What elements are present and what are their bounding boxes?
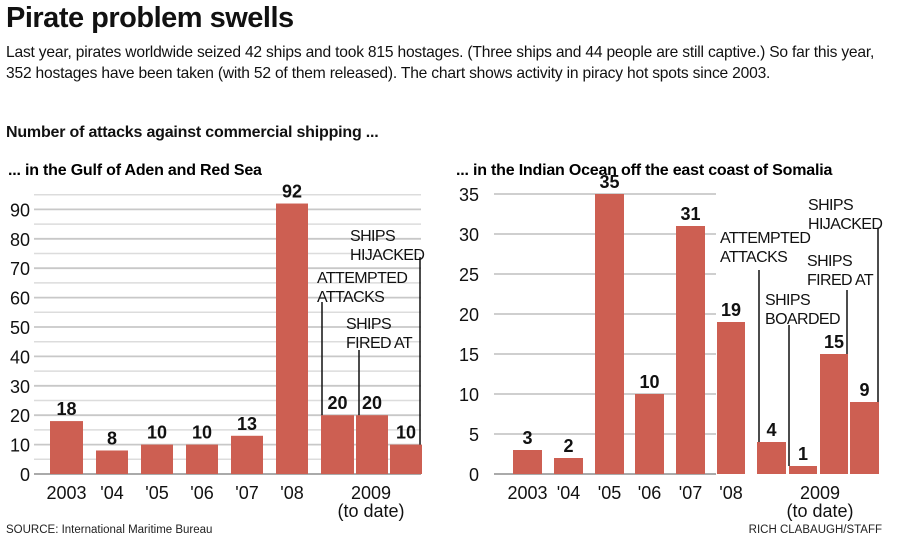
data-label: 10 xyxy=(192,423,212,443)
bar xyxy=(717,322,745,474)
y-tick-label: 0 xyxy=(20,465,30,485)
data-label: 31 xyxy=(680,204,700,224)
y-tick-label: 60 xyxy=(10,289,30,309)
y-tick-label: 20 xyxy=(459,305,479,325)
bar xyxy=(789,466,817,474)
annotation-label: ATTACKS xyxy=(720,249,787,266)
annotation-label: SHIPS xyxy=(350,228,395,245)
annotation-label: ATTEMPTED xyxy=(720,230,810,247)
x-group-label: 2009 xyxy=(800,483,840,503)
x-tick-label: 2003 xyxy=(507,483,547,503)
x-tick-label: '05 xyxy=(145,483,168,503)
annotation-label: SHIPS xyxy=(765,292,810,309)
data-label: 9 xyxy=(859,380,869,400)
data-label: 8 xyxy=(107,428,117,448)
annotation-label: HIJACKED xyxy=(350,247,424,264)
data-label: 10 xyxy=(639,372,659,392)
x-tick-label: '04 xyxy=(557,483,580,503)
x-tick-label: '06 xyxy=(638,483,661,503)
x-tick-label: 2003 xyxy=(46,483,86,503)
bar xyxy=(50,421,83,474)
bar xyxy=(513,450,542,474)
data-label: 15 xyxy=(824,332,844,352)
bar xyxy=(850,402,879,474)
x-tick-label: '08 xyxy=(280,483,303,503)
intro-text: Last year, pirates worldwide seized 42 s… xyxy=(6,44,875,82)
y-tick-label: 35 xyxy=(459,185,479,205)
x-tick-label: '07 xyxy=(679,483,702,503)
annotation-label: FIRED AT xyxy=(807,272,874,289)
x-group-label: 2009 xyxy=(351,483,391,503)
source-note: SOURCE: International Maritime Bureau xyxy=(6,524,212,536)
page-title: Pirate problem swells xyxy=(6,2,294,34)
bar xyxy=(554,458,583,474)
y-tick-label: 25 xyxy=(459,265,479,285)
bar xyxy=(186,444,218,474)
x-group-label: (to date) xyxy=(786,501,853,521)
annotation-label: SHIPS xyxy=(808,197,853,214)
annotation-label: FIRED AT xyxy=(346,335,413,352)
y-tick-label: 0 xyxy=(469,465,479,485)
x-tick-label: '08 xyxy=(719,483,742,503)
annotation-label: SHIPS xyxy=(807,253,852,270)
data-label: 20 xyxy=(362,393,382,413)
annotation-label: SHIPS xyxy=(346,316,391,333)
y-tick-label: 90 xyxy=(10,200,30,220)
data-label: 3 xyxy=(522,428,532,448)
x-tick-label: '04 xyxy=(100,483,123,503)
data-label: 18 xyxy=(56,399,76,419)
annotation-label: BOARDED xyxy=(765,311,840,328)
data-label: 4 xyxy=(766,420,776,440)
bar xyxy=(356,415,388,474)
annotation-label: ATTACKS xyxy=(317,289,384,306)
bar xyxy=(635,394,664,474)
y-tick-label: 5 xyxy=(469,425,479,445)
chart-title: ... in the Indian Ocean off the east coa… xyxy=(456,162,832,179)
data-label: 92 xyxy=(282,182,302,202)
y-tick-label: 30 xyxy=(459,225,479,245)
data-label: 2 xyxy=(563,436,573,456)
bar xyxy=(595,194,624,474)
data-label: 19 xyxy=(721,300,741,320)
x-group-label: (to date) xyxy=(337,501,404,521)
data-label: 20 xyxy=(327,393,347,413)
bar xyxy=(321,415,354,474)
x-tick-label: '05 xyxy=(598,483,621,503)
y-tick-label: 80 xyxy=(10,230,30,250)
bar xyxy=(820,354,848,474)
data-label: 35 xyxy=(599,172,619,192)
y-tick-label: 20 xyxy=(10,406,30,426)
y-tick-label: 50 xyxy=(10,318,30,338)
data-label: 10 xyxy=(147,423,167,443)
data-label: 1 xyxy=(798,444,808,464)
data-label: 10 xyxy=(396,423,416,443)
bar xyxy=(141,444,173,474)
y-tick-label: 10 xyxy=(459,385,479,405)
annotation-label: HIJACKED xyxy=(808,216,882,233)
y-tick-label: 70 xyxy=(10,259,30,279)
y-tick-label: 40 xyxy=(10,347,30,367)
data-label: 13 xyxy=(237,414,257,434)
bar xyxy=(757,442,786,474)
bar xyxy=(390,444,422,474)
bar xyxy=(676,226,705,474)
chart-subhead: Number of attacks against commercial shi… xyxy=(6,124,379,141)
x-tick-label: '07 xyxy=(235,483,258,503)
credit: RICH CLABAUGH/STAFF xyxy=(749,524,882,536)
bar xyxy=(96,450,128,474)
chart-title: ... in the Gulf of Aden and Red Sea xyxy=(8,162,262,179)
bar xyxy=(231,435,263,474)
annotation-label: ATTEMPTED xyxy=(317,270,407,287)
y-tick-label: 30 xyxy=(10,377,30,397)
y-tick-label: 10 xyxy=(10,436,30,456)
x-tick-label: '06 xyxy=(190,483,213,503)
bar xyxy=(276,203,308,474)
y-tick-label: 15 xyxy=(459,345,479,365)
